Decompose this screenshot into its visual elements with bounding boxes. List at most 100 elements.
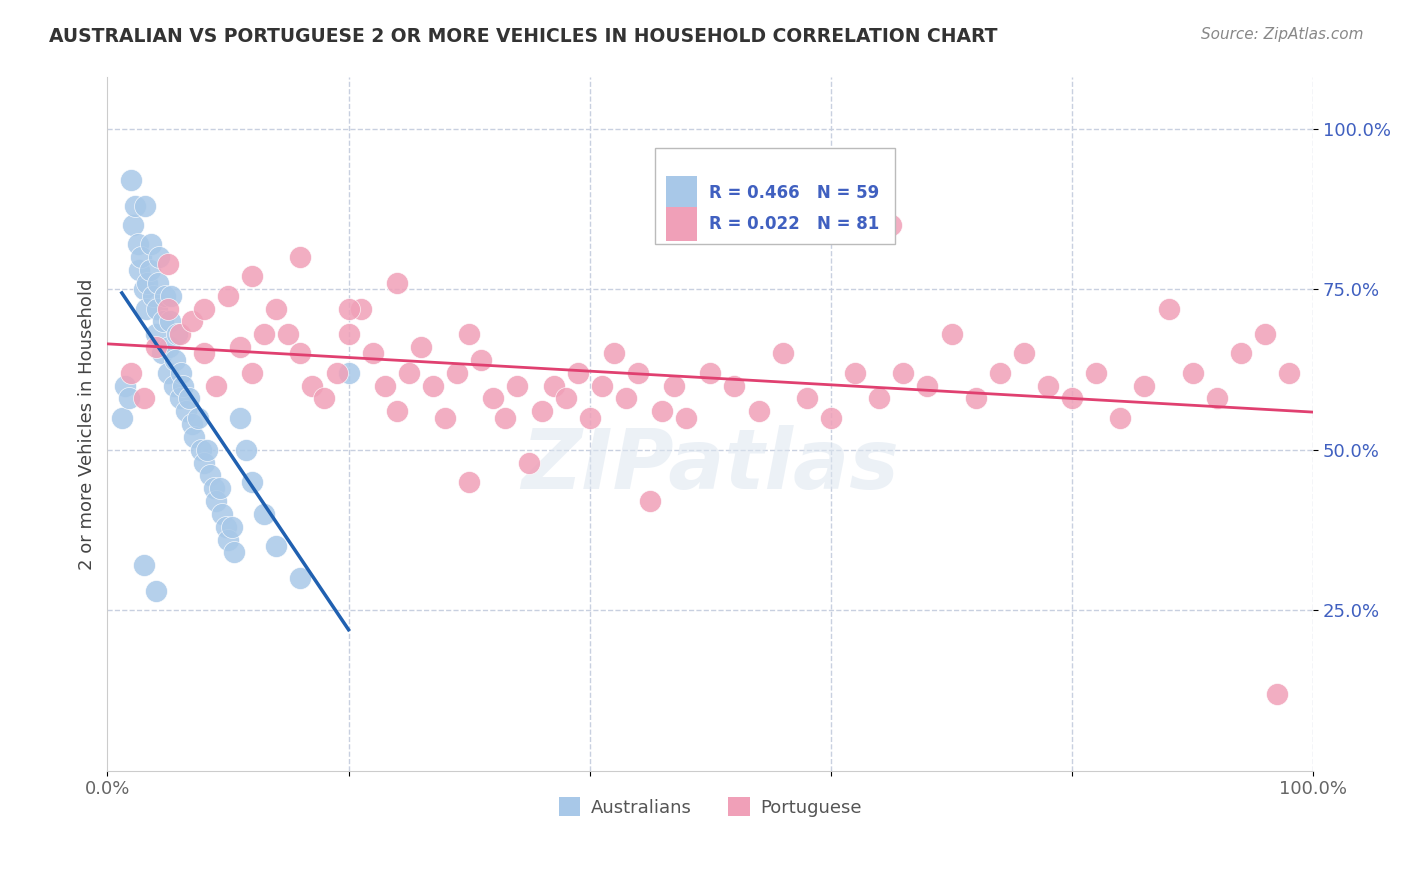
Point: [1109, 410, 1132, 425]
Point: [187, 410, 209, 425]
Point: [337, 327, 360, 342]
Point: [217, 533, 239, 547]
Point: [152, 314, 174, 328]
Point: [240, 366, 263, 380]
Point: [1265, 687, 1288, 701]
Point: [917, 378, 939, 392]
Point: [183, 430, 205, 444]
Point: [180, 417, 202, 431]
Point: [159, 314, 181, 328]
Text: AUSTRALIAN VS PORTUGUESE 2 OR MORE VEHICLES IN HOUSEHOLD CORRELATION CHART: AUSTRALIAN VS PORTUGUESE 2 OR MORE VEHIC…: [49, 27, 998, 45]
Point: [1085, 366, 1108, 380]
Point: [1036, 378, 1059, 392]
Point: [603, 346, 626, 360]
Point: [891, 366, 914, 380]
Point: [820, 410, 842, 425]
Point: [264, 301, 287, 316]
Point: [314, 392, 336, 406]
Point: [190, 442, 212, 457]
Point: [150, 346, 173, 360]
Point: [868, 392, 890, 406]
Point: [118, 392, 141, 406]
Point: [651, 404, 673, 418]
Point: [163, 352, 186, 367]
Point: [208, 481, 231, 495]
Point: [145, 584, 167, 599]
Point: [121, 218, 143, 232]
Point: [506, 378, 529, 392]
Point: [169, 327, 191, 342]
Point: [172, 378, 194, 392]
Point: [197, 442, 219, 457]
Point: [290, 571, 312, 585]
Point: [941, 327, 963, 342]
Point: [434, 410, 457, 425]
Point: [121, 173, 143, 187]
Point: [139, 237, 162, 252]
Point: [458, 475, 481, 489]
Point: [253, 507, 276, 521]
Point: [361, 346, 384, 360]
Point: [142, 288, 165, 302]
Point: [157, 340, 180, 354]
Point: [1230, 346, 1253, 360]
Point: [111, 410, 134, 425]
Point: [965, 392, 987, 406]
Point: [193, 301, 215, 316]
Point: [385, 404, 408, 418]
Point: [132, 558, 155, 573]
Point: [163, 378, 186, 392]
Point: [253, 327, 276, 342]
Point: [591, 378, 613, 392]
Point: [135, 301, 157, 316]
Point: [290, 346, 312, 360]
Point: [202, 481, 225, 495]
Point: [193, 456, 215, 470]
Point: [136, 276, 159, 290]
Point: [146, 276, 169, 290]
Point: [217, 288, 239, 302]
Point: [409, 340, 432, 354]
Point: [494, 410, 516, 425]
Point: [145, 340, 167, 354]
Point: [179, 392, 201, 406]
Point: [1278, 366, 1301, 380]
Point: [166, 327, 188, 342]
Point: [578, 410, 600, 425]
Point: [160, 288, 183, 302]
Point: [277, 327, 299, 342]
Legend: Australians, Portuguese: Australians, Portuguese: [551, 790, 869, 824]
Point: [337, 366, 360, 380]
Point: [470, 352, 492, 367]
Point: [374, 378, 396, 392]
Point: [155, 288, 177, 302]
Point: [325, 366, 347, 380]
Point: [235, 442, 257, 457]
Point: [214, 520, 236, 534]
Point: [1012, 346, 1035, 360]
Point: [1133, 378, 1156, 392]
Point: [229, 340, 252, 354]
Point: [554, 392, 576, 406]
Point: [114, 378, 136, 392]
Point: [264, 539, 287, 553]
Point: [138, 263, 160, 277]
Point: [675, 410, 697, 425]
Text: ZIPatlas: ZIPatlas: [522, 425, 900, 506]
Point: [132, 282, 155, 296]
Point: [180, 314, 202, 328]
Point: [156, 257, 179, 271]
Text: Source: ZipAtlas.com: Source: ZipAtlas.com: [1201, 27, 1364, 42]
Point: [723, 378, 745, 392]
Point: [205, 494, 228, 508]
Point: [988, 366, 1011, 380]
Point: [169, 392, 191, 406]
Point: [567, 366, 589, 380]
Point: [240, 269, 263, 284]
Point: [132, 392, 155, 406]
Point: [128, 263, 150, 277]
Point: [156, 301, 179, 316]
Point: [301, 378, 323, 392]
Point: [174, 404, 197, 418]
Point: [198, 468, 221, 483]
